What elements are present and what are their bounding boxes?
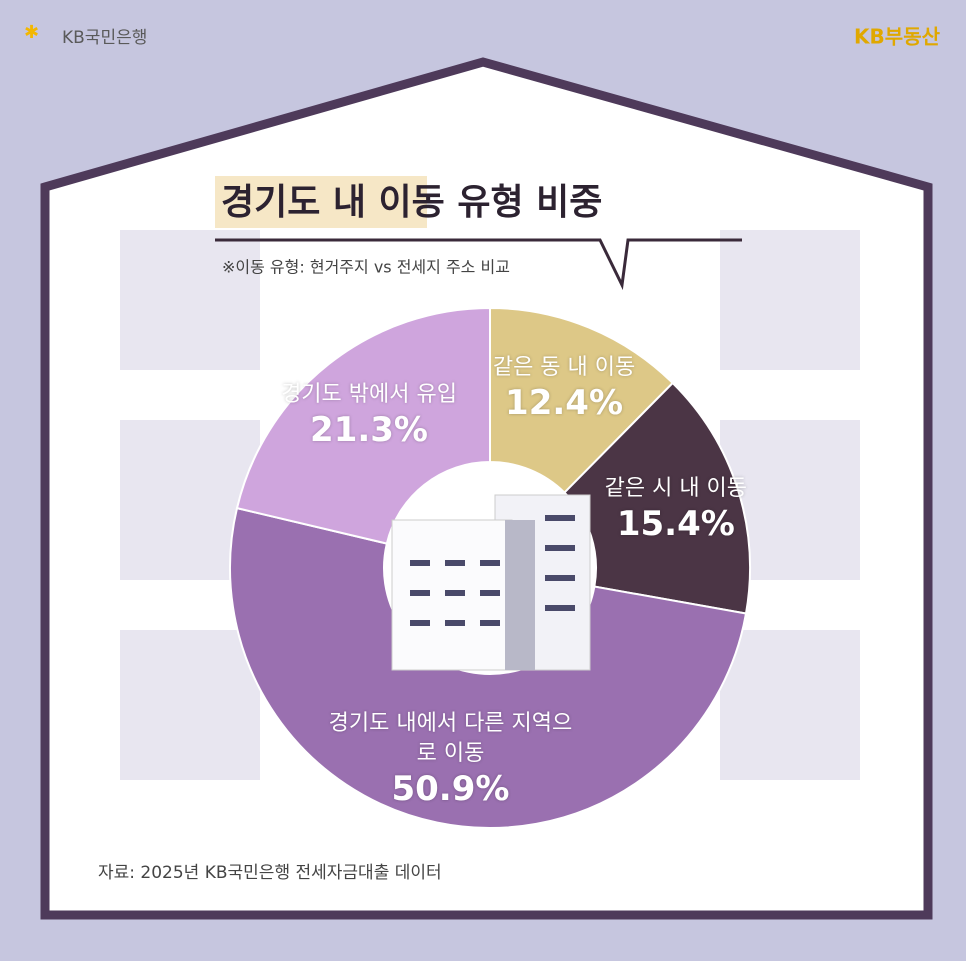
- value-label: 50.9%: [391, 768, 510, 809]
- chart-subtitle: ※이동 유형: 현거주지 vs 전세지 주소 비교: [222, 258, 510, 277]
- slice-label: 경기도 밖에서 유입 21.3%: [281, 380, 457, 450]
- value-label: 21.3%: [310, 410, 429, 451]
- slice-label: 경기도 내에서 다른 지역으로 이동 50.9%: [320, 709, 580, 809]
- title-bubble: [215, 238, 742, 291]
- slice: [235, 306, 491, 545]
- slice: [229, 506, 748, 829]
- value-label: 15.4%: [616, 503, 735, 544]
- slice: [489, 306, 675, 494]
- left-logo: KB국민은행: [62, 28, 147, 48]
- category-label: 같은 시 내 이동: [604, 475, 748, 501]
- slice-label: 같은 동 내 이동 12.4%: [493, 353, 635, 423]
- category-label: 경기도 내에서 다른 지역으로 이동: [328, 710, 573, 766]
- source-note: 자료: 2025년 KB국민은행 전세자금대출 데이터: [98, 863, 442, 883]
- category-label: 경기도 밖에서 유입: [281, 382, 457, 408]
- slice-label: 같은 시 내 이동 15.4%: [605, 474, 747, 544]
- background-windows: [120, 230, 860, 780]
- right-logo: KB부동산: [854, 25, 941, 49]
- title-highlight: [215, 176, 427, 228]
- category-label: 같은 동 내 이동: [492, 354, 636, 380]
- value-label: 12.4%: [505, 382, 624, 423]
- center-buildings: [391, 494, 591, 671]
- logo-mark: ✱: [24, 22, 39, 43]
- chart-title: 경기도 내 이동 유형 비중: [221, 182, 602, 223]
